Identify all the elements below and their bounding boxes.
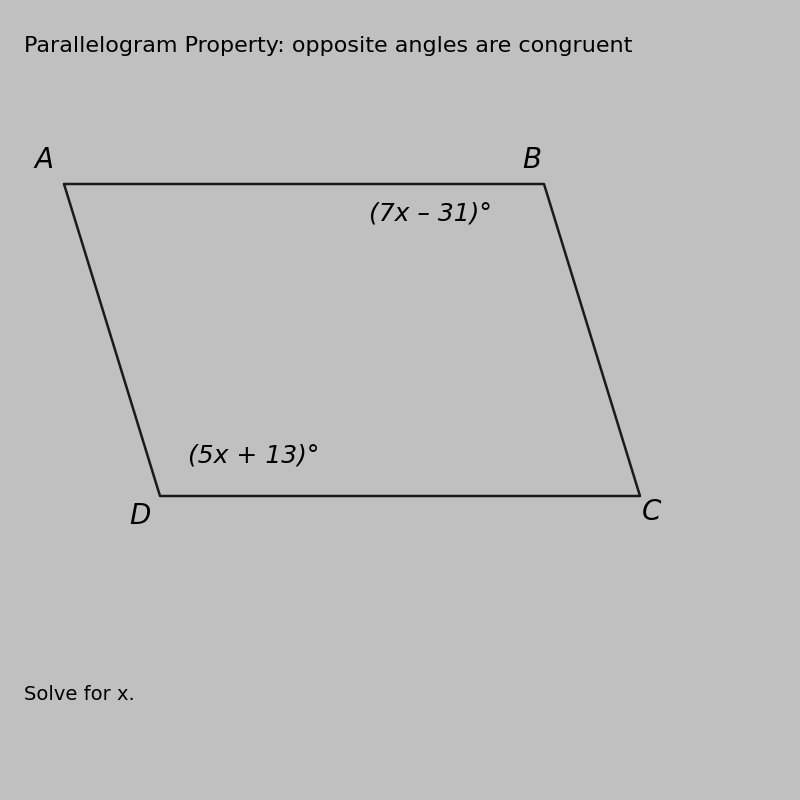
Text: (5x + 13)°: (5x + 13)° — [188, 444, 319, 468]
Text: Parallelogram Property: opposite angles are congruent: Parallelogram Property: opposite angles … — [24, 36, 632, 56]
Text: (7x – 31)°: (7x – 31)° — [369, 202, 492, 226]
Text: Solve for x.: Solve for x. — [24, 685, 134, 704]
Text: D: D — [130, 502, 150, 530]
Text: C: C — [642, 498, 662, 526]
Text: A: A — [34, 146, 54, 174]
Text: B: B — [522, 146, 542, 174]
